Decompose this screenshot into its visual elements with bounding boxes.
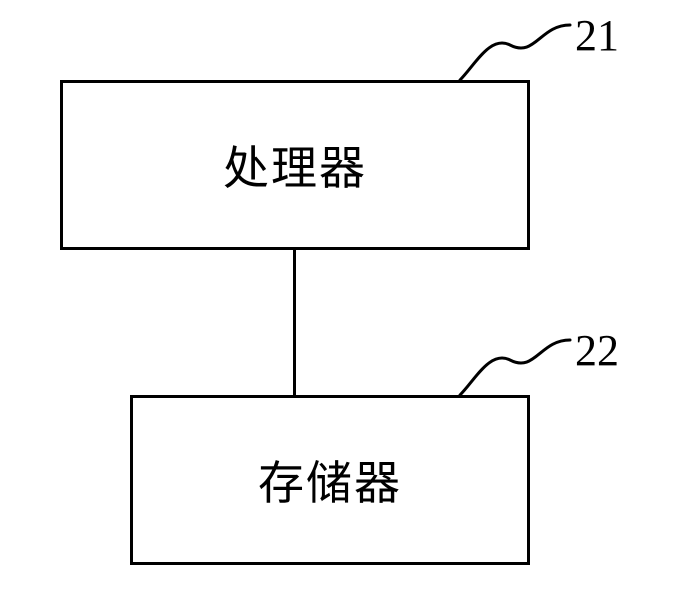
callout-number-memory: 22 (575, 325, 619, 376)
node-memory-label: 存储器 (258, 447, 402, 513)
node-memory: 存储器 (130, 395, 530, 565)
